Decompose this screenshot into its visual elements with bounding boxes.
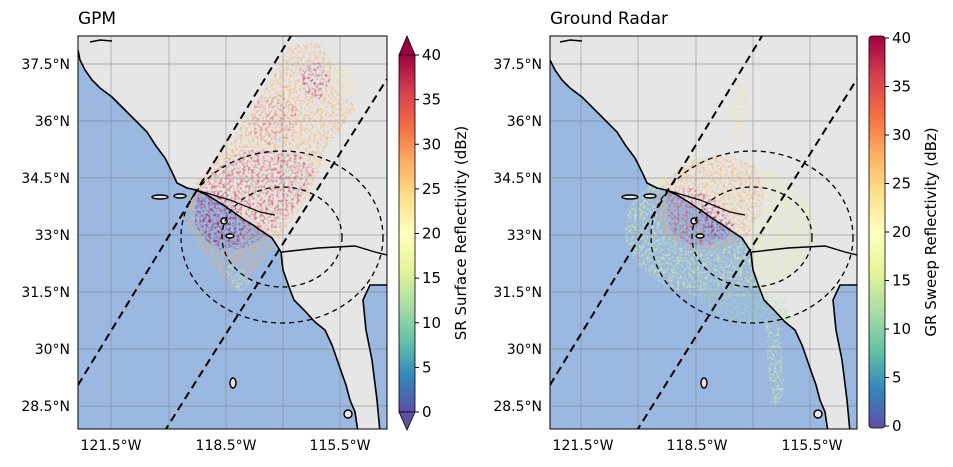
ground-radar-lat-label: 34.5°N — [493, 171, 542, 187]
gpm-lon-label: 121.5°W — [81, 438, 142, 454]
gpm-colorbar-tick-label: 30 — [422, 135, 441, 153]
ground-radar-islands — [621, 193, 823, 419]
gpm-range-rings — [180, 150, 384, 324]
gpm-lat-label: 34.5°N — [21, 171, 70, 187]
ground-radar-state-border — [665, 189, 746, 216]
ground-radar-gridlines — [550, 36, 857, 429]
gulf-of-california — [833, 285, 857, 429]
ground-radar-lon-label: 115.5°W — [782, 438, 843, 454]
ground-radar-lat-label: 37.5°N — [493, 57, 542, 73]
ground-radar-colorbar-tick-label: 25 — [892, 175, 911, 193]
ground-radar-range-rings — [650, 150, 854, 324]
gpm-colorbar-bar — [398, 54, 416, 413]
gpm-lat-label: 36°N — [35, 114, 70, 130]
ground-radar-map-frame — [549, 35, 858, 430]
ground-radar-colorbar-tick-label: 20 — [892, 223, 911, 241]
ground-radar-lat-label: 31.5°N — [493, 285, 542, 301]
gpm-lat-labels: 37.5°N 36°N 34.5°N 33°N 31.5°N 30°N 28.5… — [21, 57, 70, 415]
ground-radar-lon-label: 118.5°W — [667, 438, 728, 454]
ground-radar-map — [549, 35, 858, 430]
gpm-colorbar-tick-label: 20 — [422, 225, 441, 243]
gpm-swath-edges — [78, 36, 387, 429]
gpm-colorbar-tick-label: 35 — [422, 91, 441, 109]
gpm-panel-title: GPM — [78, 9, 117, 29]
gpm-colorbar-tick-label: 40 — [422, 46, 441, 64]
ground-radar-colorbar-tick-label: 10 — [892, 320, 911, 338]
ground-radar-colorbar: 0 5 10 15 20 25 30 35 40 GR Sweep Reflectivity (… — [868, 29, 940, 435]
gpm-colorbar-label: SR Surface Reflectivity (dBz) — [452, 126, 470, 341]
ground-radar-colorbar-tick-label: 0 — [892, 417, 902, 435]
gpm-lon-label: 118.5°W — [196, 438, 257, 454]
ground-radar-colorbar-bar — [868, 35, 886, 429]
ground-radar-map-land — [550, 36, 857, 429]
gpm-map-frame — [77, 35, 388, 430]
gpm-colorbar-tick-label: 15 — [422, 269, 441, 287]
gpm-colorbar-tick-label: 25 — [422, 180, 441, 198]
ground-radar-colorbar-label: GR Sweep Reflectivity (dBz) — [922, 127, 940, 336]
gpm-colorbar-tick-label: 5 — [422, 358, 432, 376]
gulf-of-california — [363, 285, 387, 429]
gpm-border-line — [281, 245, 387, 256]
ground-radar-colorbar-tick-label: 5 — [892, 369, 902, 387]
ground-radar-colorbar-tick-label: 35 — [892, 78, 911, 96]
ground-radar-lon-labels: 121.5°W 118.5°W 115.5°W — [553, 438, 843, 454]
ground-radar-colorbar-tick-label: 15 — [892, 272, 911, 290]
gpm-colorbar: 0 5 10 15 20 25 30 35 40 SR Surface Reflectivity… — [398, 34, 470, 431]
gpm-lat-label: 37.5°N — [21, 57, 70, 73]
ground-radar-swath-edges — [550, 36, 857, 429]
gpm-lat-label: 28.5°N — [21, 399, 70, 415]
ground-radar-lat-label: 30°N — [507, 342, 542, 358]
gpm-lat-label: 30°N — [35, 342, 70, 358]
ground-radar-reflectivity-field — [625, 78, 815, 410]
ground-radar-lat-label: 33°N — [507, 228, 542, 244]
gpm-lon-labels: 121.5°W 118.5°W 115.5°W — [81, 438, 371, 454]
gpm-colorbar-extend-min — [398, 411, 416, 431]
gpm-state-border — [195, 189, 276, 216]
gpm-colorbar-ticks: 0 5 10 15 20 25 30 35 40 — [415, 46, 441, 421]
gpm-reflectivity-field — [185, 42, 360, 292]
ground-radar-lat-labels: 37.5°N 36°N 34.5°N 33°N 31.5°N 30°N 28.5… — [493, 57, 542, 415]
ground-radar-colorbar-tick-label: 40 — [892, 29, 911, 47]
gpm-gridlines — [78, 36, 387, 429]
gpm-map — [77, 35, 388, 430]
gpm-colorbar-extend-max — [398, 34, 416, 56]
ground-radar-border-line — [751, 245, 857, 256]
gpm-lon-label: 115.5°W — [310, 438, 371, 454]
gpm-lat-label: 31.5°N — [21, 285, 70, 301]
ground-radar-colorbar-tick-label: 30 — [892, 126, 911, 144]
ground-radar-colorbar-ticks: 0 5 10 15 20 25 30 35 40 — [885, 29, 911, 435]
gpm-coastline — [78, 39, 387, 429]
gpm-colorbar-tick-label: 10 — [422, 314, 441, 332]
ground-radar-panel-title: Ground Radar — [550, 9, 668, 29]
gpm-islands — [151, 193, 353, 419]
ground-radar-lon-label: 121.5°W — [553, 438, 614, 454]
ground-radar-lat-label: 36°N — [507, 114, 542, 130]
ground-radar-coastline — [550, 39, 857, 429]
ground-radar-lat-label: 28.5°N — [493, 399, 542, 415]
gpm-lat-label: 33°N — [35, 228, 70, 244]
gpm-colorbar-tick-label: 0 — [422, 403, 432, 421]
